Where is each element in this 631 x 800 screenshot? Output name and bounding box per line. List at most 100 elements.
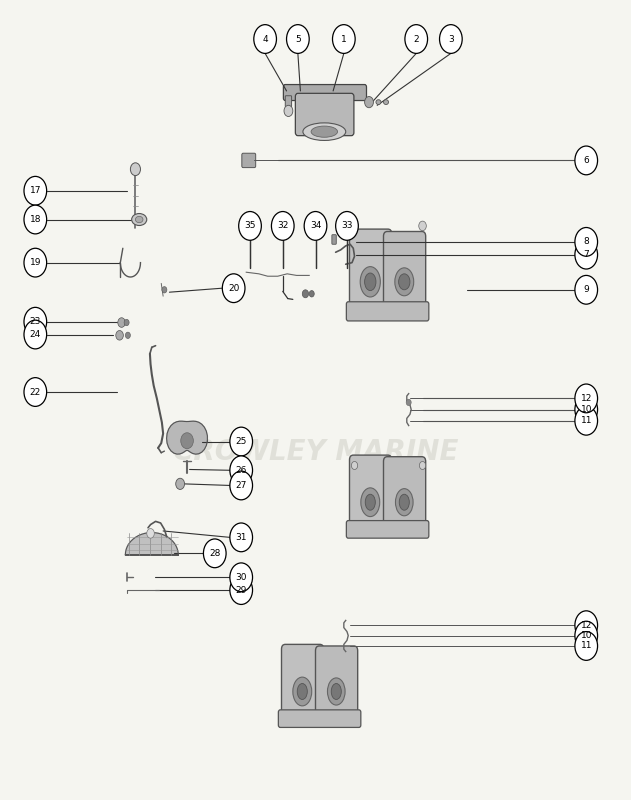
Circle shape — [309, 290, 314, 297]
Text: 10: 10 — [581, 631, 592, 640]
Text: 30: 30 — [235, 573, 247, 582]
Text: 34: 34 — [310, 222, 321, 230]
Circle shape — [24, 378, 47, 406]
Text: 28: 28 — [209, 549, 220, 558]
Circle shape — [286, 25, 309, 54]
Circle shape — [575, 384, 598, 413]
FancyBboxPatch shape — [283, 85, 367, 101]
Text: 1: 1 — [341, 34, 346, 43]
Circle shape — [175, 478, 184, 490]
Text: 27: 27 — [235, 481, 247, 490]
Circle shape — [304, 211, 327, 240]
Circle shape — [115, 330, 123, 340]
Text: 12: 12 — [581, 394, 592, 403]
Ellipse shape — [399, 494, 410, 510]
Text: 18: 18 — [30, 215, 41, 224]
Text: 11: 11 — [581, 642, 592, 650]
Circle shape — [284, 106, 293, 117]
Text: 10: 10 — [581, 405, 592, 414]
Circle shape — [333, 25, 355, 54]
Circle shape — [24, 307, 47, 336]
Text: 20: 20 — [228, 284, 239, 293]
Circle shape — [365, 97, 374, 108]
Circle shape — [24, 205, 47, 234]
Text: 26: 26 — [235, 466, 247, 474]
Circle shape — [575, 146, 598, 174]
FancyBboxPatch shape — [346, 521, 429, 538]
Text: 2: 2 — [413, 34, 419, 43]
FancyBboxPatch shape — [384, 231, 426, 317]
Ellipse shape — [132, 214, 147, 226]
FancyBboxPatch shape — [295, 94, 354, 136]
Text: 24: 24 — [30, 330, 41, 339]
Text: 22: 22 — [30, 387, 41, 397]
Circle shape — [575, 631, 598, 660]
Ellipse shape — [395, 268, 414, 296]
Text: 9: 9 — [583, 286, 589, 294]
Text: 8: 8 — [583, 238, 589, 246]
Circle shape — [230, 523, 252, 552]
Ellipse shape — [297, 683, 307, 699]
Circle shape — [124, 319, 129, 326]
Text: 23: 23 — [30, 318, 41, 326]
FancyBboxPatch shape — [350, 455, 392, 537]
Ellipse shape — [365, 273, 376, 290]
Circle shape — [254, 25, 276, 54]
Circle shape — [406, 399, 411, 406]
Text: 4: 4 — [262, 34, 268, 43]
Circle shape — [351, 462, 358, 470]
Circle shape — [420, 462, 426, 470]
Text: 19: 19 — [30, 258, 41, 267]
Text: 17: 17 — [30, 186, 41, 195]
Circle shape — [239, 211, 261, 240]
Ellipse shape — [303, 123, 346, 141]
Ellipse shape — [365, 494, 375, 510]
Circle shape — [131, 163, 141, 175]
Circle shape — [24, 248, 47, 277]
Text: 29: 29 — [235, 586, 247, 594]
FancyBboxPatch shape — [242, 154, 256, 168]
Ellipse shape — [360, 266, 380, 297]
Circle shape — [230, 563, 252, 592]
Text: 31: 31 — [235, 533, 247, 542]
Text: 3: 3 — [448, 34, 454, 43]
Circle shape — [419, 221, 427, 230]
Circle shape — [440, 25, 462, 54]
Ellipse shape — [399, 274, 410, 290]
Circle shape — [230, 456, 252, 485]
Ellipse shape — [327, 678, 345, 705]
Text: 25: 25 — [235, 437, 247, 446]
Text: 32: 32 — [277, 222, 288, 230]
Circle shape — [575, 395, 598, 424]
FancyBboxPatch shape — [285, 96, 292, 107]
Circle shape — [230, 576, 252, 605]
Ellipse shape — [331, 683, 341, 699]
Circle shape — [203, 539, 226, 568]
FancyBboxPatch shape — [384, 457, 426, 535]
Circle shape — [575, 240, 598, 269]
FancyBboxPatch shape — [316, 646, 358, 724]
Text: 6: 6 — [583, 156, 589, 165]
Circle shape — [271, 211, 294, 240]
Circle shape — [126, 332, 131, 338]
Circle shape — [230, 427, 252, 456]
Text: 12: 12 — [581, 621, 592, 630]
Circle shape — [575, 406, 598, 435]
Circle shape — [118, 318, 126, 327]
FancyBboxPatch shape — [278, 710, 361, 727]
Text: 35: 35 — [244, 222, 256, 230]
Circle shape — [336, 211, 358, 240]
Ellipse shape — [293, 677, 312, 706]
Ellipse shape — [376, 100, 381, 105]
Circle shape — [222, 274, 245, 302]
FancyBboxPatch shape — [332, 234, 336, 244]
Polygon shape — [126, 533, 178, 555]
Ellipse shape — [384, 100, 389, 105]
Polygon shape — [167, 421, 208, 454]
Ellipse shape — [396, 489, 413, 516]
Circle shape — [575, 611, 598, 639]
Circle shape — [147, 529, 155, 538]
Circle shape — [230, 471, 252, 500]
Text: 33: 33 — [341, 222, 353, 230]
Circle shape — [575, 275, 598, 304]
